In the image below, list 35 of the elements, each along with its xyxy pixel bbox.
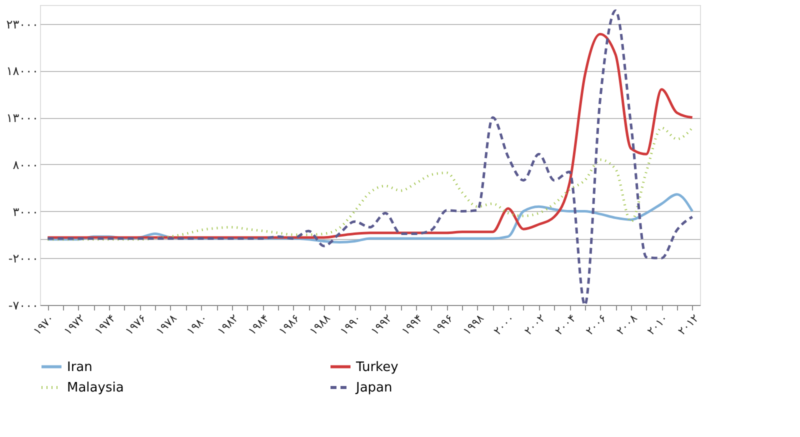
legend-label: Iran [67,360,92,375]
x-tick-label: ۲۰۱۲ [675,312,702,338]
x-tick-label: ۱۹۷۴ [92,312,118,338]
x-tick-label: ۱۹۹۰ [338,312,364,338]
y-tick-label: ۲۳۰۰۰ [6,17,38,32]
x-tick-label: ۲۰۰۲ [522,312,548,338]
x-tick-label: ۱۹۹۴ [399,312,426,338]
x-tick-label: ۲۰۰۶ [583,312,610,338]
line-series [46,126,694,241]
x-tick-label: ۲۰۰۴ [552,312,579,338]
legend-label: Malaysia [67,380,124,396]
x-tick-label: ۱۹۸۸ [307,312,333,338]
x-tick-label: ۱۹۹۸ [460,312,486,338]
x-tick-label: ۱۹۷۸ [154,312,180,338]
y-tick-label: ۳۰۰۰ [12,204,38,219]
x-tick-label: ۱۹۸۰ [184,312,210,338]
x-tick-label: ۱۹۹۶ [430,312,456,338]
x-tick-label: ۱۹۸۶ [276,312,302,338]
x-tick-label: ۱۹۹۲ [368,312,394,338]
x-tick-label: ۱۹۸۴ [246,312,272,338]
x-tick-label: ۲۰۰۸ [614,312,640,338]
legend-label: Japan [355,380,392,396]
y-tick-label: ۱۳۰۰۰ [6,111,38,125]
x-tick-label: ۱۹۷۶ [122,312,149,338]
line-series [46,9,694,306]
x-tick-label: ۲۰۱۰ [644,312,671,338]
x-tick-label: ۲۰۰۰ [491,312,518,338]
legend-label: Turkey [355,360,399,375]
y-tick-label: ۱۸۰۰۰ [6,64,38,78]
y-tick-label: ۸۰۰۰ [12,158,38,172]
y-tick-label: -۲۰۰۰ [8,252,38,266]
x-tick-label: ۱۹۸۲ [214,312,241,338]
x-tick-label: ۱۹۷۰ [30,312,57,338]
x-tick-label: ۱۹۷۲ [61,312,88,338]
y-tick-label: -۷۰۰۰ [8,298,38,312]
